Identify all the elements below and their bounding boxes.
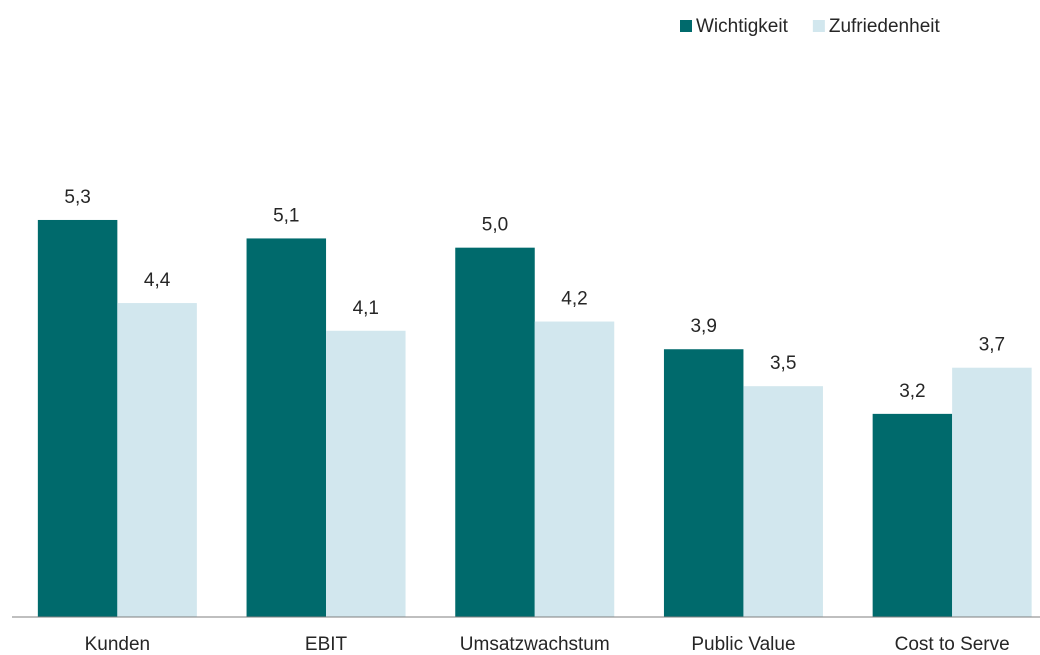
legend-label: Zufriedenheit — [829, 16, 941, 37]
value-label: 4,4 — [144, 270, 171, 291]
bar — [663, 349, 744, 617]
x-tick-label: Cost to Serve — [895, 634, 1010, 655]
value-label: 5,1 — [273, 205, 299, 226]
value-label: 3,9 — [690, 316, 716, 337]
value-label: 3,7 — [979, 335, 1005, 356]
value-label: 3,5 — [770, 353, 796, 374]
bar — [534, 321, 615, 617]
x-tick-label: Public Value — [691, 634, 795, 655]
bar — [37, 219, 118, 617]
legend-label: Wichtigkeit — [696, 16, 789, 37]
bar — [455, 247, 535, 617]
legend-swatch — [680, 20, 692, 32]
legend-swatch — [812, 20, 825, 32]
bar — [117, 303, 197, 617]
bar — [326, 330, 406, 617]
bar — [952, 367, 1032, 617]
x-tick-label: Kunden — [85, 634, 151, 655]
bar — [872, 413, 953, 617]
x-tick-label: Umsatzwachstum — [460, 634, 610, 655]
value-label: 3,2 — [899, 381, 925, 402]
value-label: 4,1 — [353, 298, 379, 319]
value-label: 4,2 — [561, 289, 587, 310]
value-label: 5,0 — [482, 215, 508, 236]
x-tick-label: EBIT — [305, 634, 348, 655]
value-label: 5,3 — [64, 187, 90, 208]
bar — [743, 386, 823, 617]
bar — [246, 238, 327, 617]
